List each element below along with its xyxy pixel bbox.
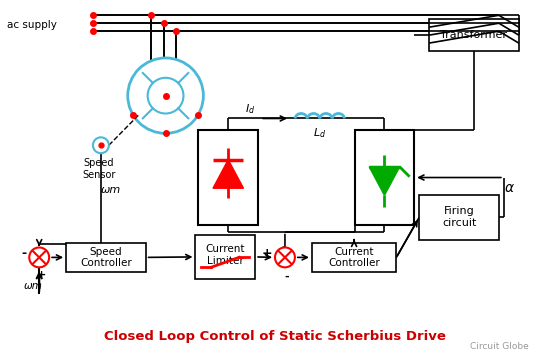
Text: -: -: [21, 247, 26, 260]
Text: -: -: [285, 271, 289, 281]
Bar: [429, 19, 519, 51]
Text: ωm: ωm: [101, 185, 121, 195]
Text: ωm: ωm: [24, 281, 43, 291]
Text: +: +: [261, 247, 272, 260]
Text: Closed Loop Control of Static Scherbius Drive: Closed Loop Control of Static Scherbius …: [104, 330, 446, 343]
Text: Current
Controller: Current Controller: [328, 247, 380, 268]
Bar: [312, 243, 397, 272]
Text: $I_d$: $I_d$: [280, 244, 290, 258]
Text: Transformer: Transformer: [441, 30, 508, 40]
Circle shape: [275, 247, 295, 267]
Text: α: α: [504, 181, 513, 195]
Circle shape: [93, 137, 109, 153]
Bar: [419, 195, 499, 239]
Text: Firing
circuit: Firing circuit: [442, 206, 476, 228]
Bar: [66, 243, 146, 272]
Text: Circuit Globe: Circuit Globe: [470, 342, 529, 351]
Text: $L_d$: $L_d$: [313, 126, 326, 140]
Text: Speed
Controller: Speed Controller: [80, 247, 132, 268]
Text: ac supply: ac supply: [7, 20, 57, 30]
Circle shape: [147, 78, 184, 113]
Text: $I_d$: $I_d$: [280, 256, 290, 270]
Text: Current
Limiter: Current Limiter: [206, 244, 245, 266]
Polygon shape: [369, 167, 400, 195]
Circle shape: [128, 58, 204, 133]
Text: Speed
Sensor: Speed Sensor: [82, 158, 116, 180]
Bar: [355, 130, 414, 225]
Polygon shape: [213, 159, 244, 188]
Bar: [199, 130, 258, 225]
Text: +: +: [36, 270, 46, 280]
Circle shape: [29, 247, 49, 267]
Text: $I_d$: $I_d$: [245, 102, 255, 116]
Bar: [195, 235, 255, 279]
